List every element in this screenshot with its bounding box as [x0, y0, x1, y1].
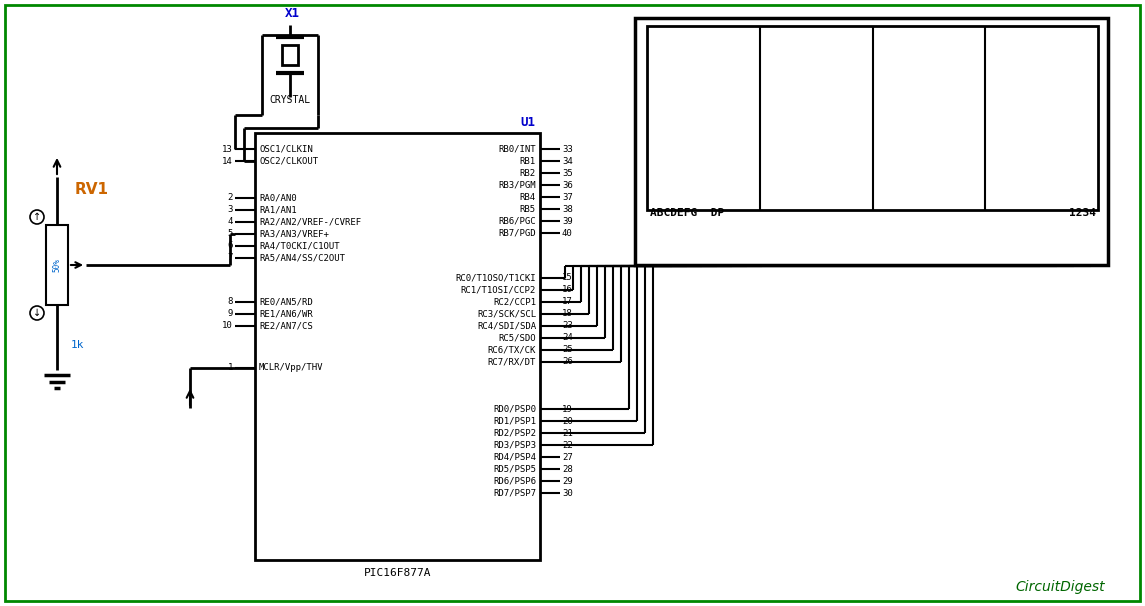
Text: X1: X1	[284, 7, 300, 20]
Text: 38: 38	[562, 204, 572, 213]
Text: RA3/AN3/VREF+: RA3/AN3/VREF+	[259, 230, 329, 239]
Text: RB0/INT: RB0/INT	[498, 144, 536, 153]
Text: RA2/AN2/VREF-/CVREF: RA2/AN2/VREF-/CVREF	[259, 218, 361, 227]
Text: RD4/PSP4: RD4/PSP4	[493, 453, 536, 462]
Text: 25: 25	[562, 345, 572, 355]
Text: 16: 16	[562, 285, 572, 295]
Text: RC1/T1OSI/CCP2: RC1/T1OSI/CCP2	[460, 285, 536, 295]
Bar	[282, 45, 298, 65]
Text: RB7/PGD: RB7/PGD	[498, 228, 536, 238]
Text: 15: 15	[562, 273, 572, 282]
Text: RC0/T1OSO/T1CKI: RC0/T1OSO/T1CKI	[456, 273, 536, 282]
Bar	[255, 133, 540, 560]
Text: 17: 17	[562, 298, 572, 307]
Text: 50%: 50%	[53, 258, 62, 272]
Text: 7: 7	[228, 253, 232, 262]
Text: 18: 18	[562, 310, 572, 319]
Text: 8: 8	[228, 298, 232, 307]
Bar	[635, 18, 1108, 265]
Text: PIC16F877A: PIC16F877A	[364, 568, 432, 578]
Text: 14: 14	[222, 156, 232, 165]
Text: 1: 1	[228, 364, 232, 373]
Text: 34: 34	[562, 156, 572, 165]
Text: 28: 28	[562, 465, 572, 473]
Text: RB4: RB4	[520, 193, 536, 202]
Text: U1: U1	[520, 116, 535, 129]
Text: 22: 22	[562, 441, 572, 450]
Text: RC3/SCK/SCL: RC3/SCK/SCL	[476, 310, 536, 319]
Text: RD5/PSP5: RD5/PSP5	[493, 465, 536, 473]
Text: RA5/AN4/SS/C2OUT: RA5/AN4/SS/C2OUT	[259, 253, 345, 262]
Text: 13: 13	[222, 144, 232, 153]
Text: 3: 3	[228, 205, 232, 215]
Text: RE1/AN6/WR: RE1/AN6/WR	[259, 310, 313, 319]
Text: RC2/CCP1: RC2/CCP1	[493, 298, 536, 307]
Text: 39: 39	[562, 216, 572, 225]
Text: 27: 27	[562, 453, 572, 462]
Text: 23: 23	[562, 322, 572, 330]
Text: RE2/AN7/CS: RE2/AN7/CS	[259, 322, 313, 330]
Text: RD6/PSP6: RD6/PSP6	[493, 476, 536, 485]
Text: MCLR/Vpp/THV: MCLR/Vpp/THV	[259, 364, 324, 373]
Text: 20: 20	[562, 416, 572, 425]
Text: RD2/PSP2: RD2/PSP2	[493, 428, 536, 438]
Text: 21: 21	[562, 428, 572, 438]
Bar	[46, 225, 68, 305]
Text: 33: 33	[562, 144, 572, 153]
Text: RC7/RX/DT: RC7/RX/DT	[488, 358, 536, 367]
Text: 26: 26	[562, 358, 572, 367]
Text: 10: 10	[222, 322, 232, 330]
Text: 5: 5	[228, 230, 232, 239]
Text: 9: 9	[228, 310, 232, 319]
Text: RB2: RB2	[520, 168, 536, 178]
Text: ↓: ↓	[33, 308, 41, 318]
Text: 4: 4	[228, 218, 232, 227]
Text: 35: 35	[562, 168, 572, 178]
Text: RC6/TX/CK: RC6/TX/CK	[488, 345, 536, 355]
Text: RB6/PGC: RB6/PGC	[498, 216, 536, 225]
Text: RV1: RV1	[76, 182, 109, 198]
Text: RB3/PGM: RB3/PGM	[498, 181, 536, 190]
Text: 37: 37	[562, 193, 572, 202]
Text: RA0/AN0: RA0/AN0	[259, 193, 297, 202]
Text: RE0/AN5/RD: RE0/AN5/RD	[259, 298, 313, 307]
Text: RC5/SDO: RC5/SDO	[498, 333, 536, 342]
Text: RD1/PSP1: RD1/PSP1	[493, 416, 536, 425]
Text: 19: 19	[562, 404, 572, 413]
Text: 40: 40	[562, 228, 572, 238]
Text: RB1: RB1	[520, 156, 536, 165]
Text: ↑: ↑	[33, 212, 41, 222]
Text: 1k: 1k	[71, 340, 85, 350]
Text: 29: 29	[562, 476, 572, 485]
Text: RD0/PSP0: RD0/PSP0	[493, 404, 536, 413]
Text: RC4/SDI/SDA: RC4/SDI/SDA	[476, 322, 536, 330]
Text: OSC1/CLKIN: OSC1/CLKIN	[259, 144, 313, 153]
Text: CRYSTAL: CRYSTAL	[269, 95, 310, 105]
Text: RB5: RB5	[520, 204, 536, 213]
Text: RA4/T0CKI/C1OUT: RA4/T0CKI/C1OUT	[259, 242, 340, 250]
Text: ABCDEFG  DP: ABCDEFG DP	[650, 208, 725, 218]
Text: CircuitDigest: CircuitDigest	[1016, 580, 1105, 594]
Text: 30: 30	[562, 488, 572, 498]
Text: 24: 24	[562, 333, 572, 342]
Text: RD7/PSP7: RD7/PSP7	[493, 488, 536, 498]
Text: 36: 36	[562, 181, 572, 190]
Text: 6: 6	[228, 242, 232, 250]
Text: OSC2/CLKOUT: OSC2/CLKOUT	[259, 156, 318, 165]
Text: 2: 2	[228, 193, 232, 202]
Bar	[647, 26, 1098, 210]
Text: 1234: 1234	[1069, 208, 1096, 218]
Text: RD3/PSP3: RD3/PSP3	[493, 441, 536, 450]
Text: RA1/AN1: RA1/AN1	[259, 205, 297, 215]
